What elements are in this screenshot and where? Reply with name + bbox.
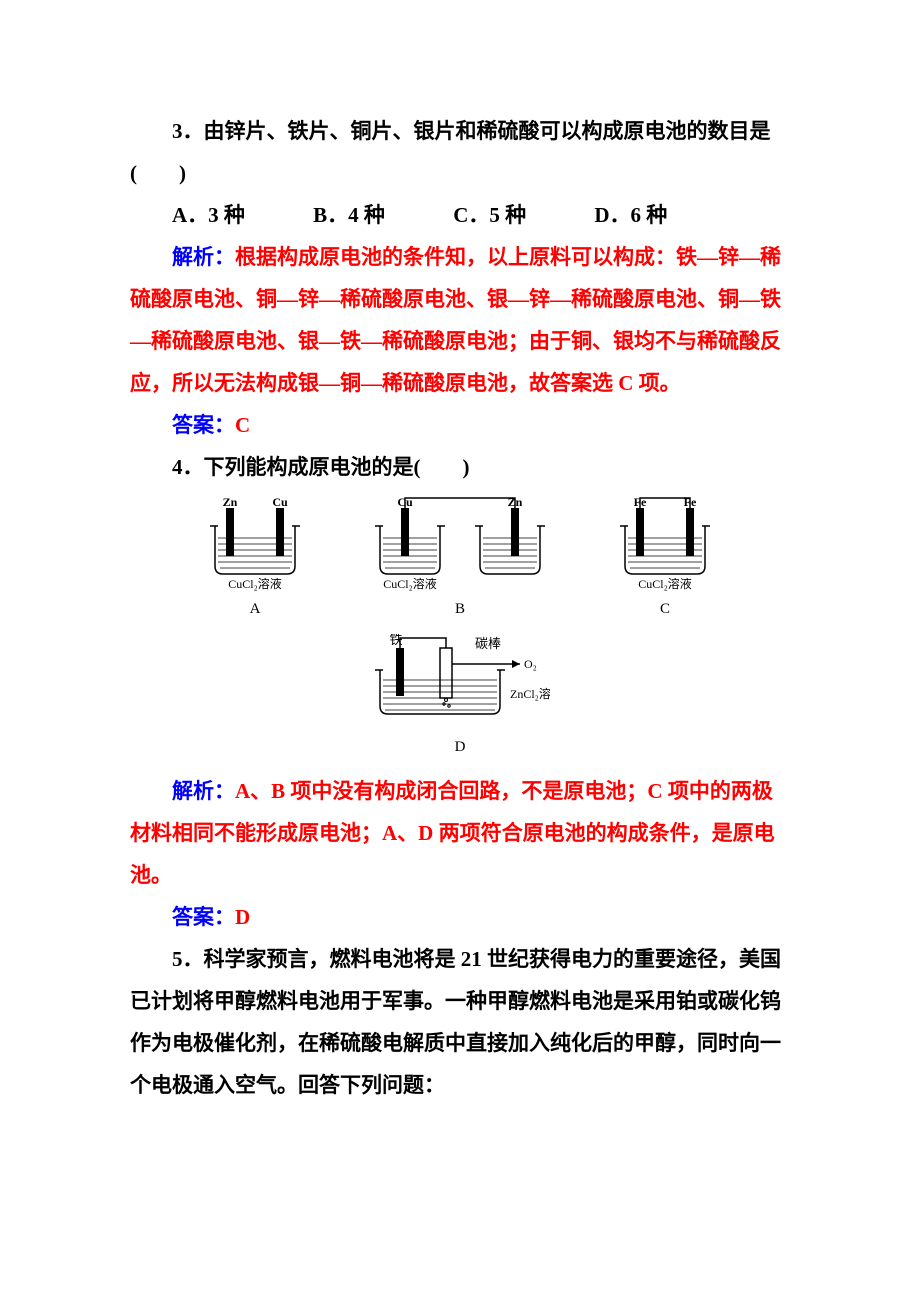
svg-text:O₂: O₂ [524,657,537,671]
q3-analysis-label: 解析： [172,245,235,269]
q3-options: A．3 种 B．4 种 C．5 种 D．6 种 [130,194,790,236]
diagram-c-caption: C [660,594,670,624]
q4-analysis-label: 解析： [172,779,235,803]
diagram-a-caption: A [250,594,261,624]
q4-answer-label: 答案： [172,905,235,929]
diagram-a: Zn Cu CuCl₂溶液 A [200,496,310,624]
svg-text:Zn: Zn [223,496,238,509]
q5-stem: 5．科学家预言，燃料电池将是 21 世纪获得电力的重要途径，美国已计划将甲醇燃料… [130,938,790,1106]
svg-text:碳棒: 碳棒 [475,636,501,651]
diagram-d-caption: D [455,732,466,762]
q3-analysis: 解析：根据构成原电池的条件知，以上原料可以构成：铁—锌—稀硫酸原电池、铜—锌—稀… [130,236,790,404]
q4-answer: 答案：D [130,896,790,938]
document-page: 3．由锌片、铁片、铜片、银片和稀硫酸可以构成原电池的数目是( ) A．3 种 B… [0,0,920,1302]
q3-opt-c: C．5 种 [453,203,526,227]
diagram-c: Fe Fe CuCl₂溶液 C [610,496,720,624]
diagram-b: Cu Zn [370,496,550,624]
svg-text:ZnCl₂溶液: ZnCl₂溶液 [510,686,550,701]
svg-text:Cu: Cu [272,496,288,509]
svg-text:CuCl₂溶液: CuCl₂溶液 [383,576,437,591]
q3-opt-a: A．3 种 [172,203,245,227]
q3-stem: 3．由锌片、铁片、铜片、银片和稀硫酸可以构成原电池的数目是( ) [130,110,790,194]
q4-answer-value: D [235,905,250,929]
diagram-b-caption: B [455,594,465,624]
q3-answer-value: C [235,413,250,437]
q4-diagrams: Zn Cu CuCl₂溶液 A Cu [130,496,790,762]
svg-text:CuCl₂溶液: CuCl₂溶液 [638,576,692,591]
q4-analysis: 解析：A、B 项中没有构成闭合回路，不是原电池；C 项中的两极材料相同不能形成原… [130,770,790,896]
q3-answer: 答案：C [130,404,790,446]
q4-stem: 4．下列能构成原电池的是( ) [130,446,790,488]
q3-opt-b: B．4 种 [313,203,385,227]
svg-text:CuCl₂溶液: CuCl₂溶液 [228,576,282,591]
q3-opt-d: D．6 种 [594,203,667,227]
q3-answer-label: 答案： [172,413,235,437]
diagram-d: 铁 碳棒 O₂ [370,634,550,762]
